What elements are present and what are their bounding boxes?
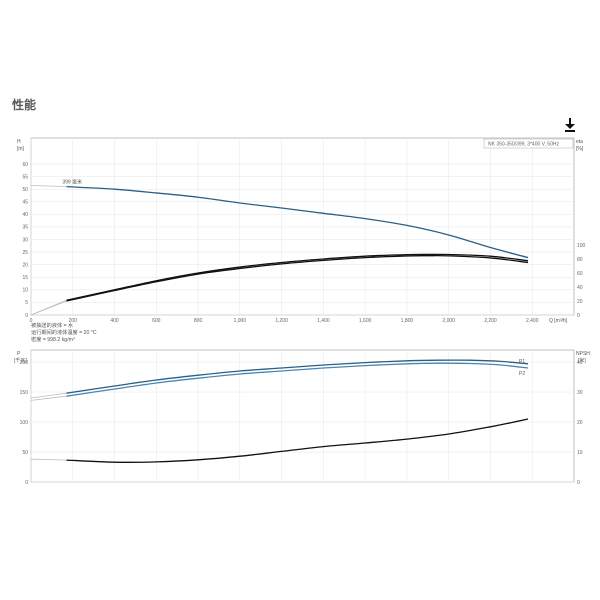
left-tick-label: 15 xyxy=(22,275,28,281)
left-axis-unit: [千瓦] xyxy=(14,357,27,364)
left-tick-label: 20 xyxy=(22,262,28,268)
left-tick-label: 60 xyxy=(22,162,28,168)
series-line-bottom-0 xyxy=(66,359,529,394)
right-tick-label: 80 xyxy=(577,257,583,263)
plot-frame xyxy=(30,349,575,483)
note-0: 被抽送的液体 = 水 xyxy=(31,321,74,329)
performance-chart: 0 200 400 600 800 1,000 1,200 1,400 1,600 1,800 2,… xyxy=(17,137,586,343)
right-axis-label: eta xyxy=(576,139,583,145)
series-lead-line-bottom-2 xyxy=(30,458,67,461)
right-tick-label: 20 xyxy=(577,420,583,426)
x-tick-label: 800 xyxy=(194,318,203,324)
curve-label: 399 毫米 xyxy=(62,179,82,186)
x-tick-label: 2,200 xyxy=(484,318,497,324)
note-1: 运行期间的液体温度 = 20 °C xyxy=(31,328,97,336)
right-tick-label: 60 xyxy=(577,271,583,277)
x-tick-label: 1,800 xyxy=(401,318,414,324)
left-tick-label: 150 xyxy=(20,390,29,396)
note-2: 密度 = 998.2 kg/m³ xyxy=(31,335,75,343)
x-tick-label: 1,200 xyxy=(275,318,288,324)
section-title: 性能 xyxy=(12,98,37,112)
power-npsh-chart: 0 50 100 150 200 0 10 20 30 40 P[千瓦] NPSH[米] P1 P2 xyxy=(14,349,590,486)
x-tick-label: 2,000 xyxy=(442,318,455,324)
right-axis-unit: [米] xyxy=(578,357,586,364)
x-tick-label: 1,400 xyxy=(317,318,330,324)
series-line-bottom-2 xyxy=(66,418,529,463)
x-tick-label: 0 xyxy=(30,318,33,324)
series-lead-line-bottom-1 xyxy=(30,395,67,401)
x-tick-label: 2,400 xyxy=(526,318,539,324)
series-line-top-2 xyxy=(66,254,529,302)
series-line-bottom-1 xyxy=(66,362,529,397)
right-axis-label: NPSH xyxy=(576,351,590,357)
series-lead-line-top-2 xyxy=(30,300,67,316)
series-lead-line-top-0 xyxy=(30,184,67,188)
x-tick-label: 1,600 xyxy=(359,318,372,324)
header-box-text: NK 350-350/399, 3*400 V, 50Hz xyxy=(488,142,559,148)
series-line-top-0 xyxy=(66,186,529,259)
x-axis-unit: Q [m³/h] xyxy=(549,318,568,324)
left-axis-label: H xyxy=(17,139,21,145)
series-label-p2: P2 xyxy=(519,371,525,377)
left-tick-label: 0 xyxy=(25,480,28,486)
series-label-p1: P1 xyxy=(519,359,525,365)
left-tick-label: 5 xyxy=(25,300,28,306)
left-tick-label: 45 xyxy=(22,200,28,206)
right-tick-label: 40 xyxy=(577,285,583,291)
x-tick-label: 200 xyxy=(69,318,78,324)
download-icon[interactable] xyxy=(563,117,577,133)
series-lead-line-bottom-0 xyxy=(30,392,67,399)
left-axis-label: P xyxy=(17,351,21,357)
right-axis-unit: [%] xyxy=(576,146,584,152)
left-tick-label: 50 xyxy=(22,187,28,193)
left-tick-label: 0 xyxy=(25,313,28,319)
left-tick-label: 30 xyxy=(22,237,28,243)
x-tick-label: 400 xyxy=(110,318,119,324)
left-tick-label: 35 xyxy=(22,225,28,231)
left-tick-label: 25 xyxy=(22,250,28,256)
left-tick-label: 200 xyxy=(20,360,29,366)
left-tick-label: 55 xyxy=(22,174,28,180)
right-tick-label: 20 xyxy=(577,299,583,305)
x-tick-label: 1,000 xyxy=(234,318,247,324)
header-box xyxy=(483,138,574,149)
right-tick-label: 10 xyxy=(577,450,583,456)
right-tick-label: 0 xyxy=(577,313,580,319)
right-tick-label: 30 xyxy=(577,390,583,396)
left-tick-label: 10 xyxy=(22,288,28,294)
right-tick-label: 0 xyxy=(577,480,580,486)
plot-frame xyxy=(30,137,575,316)
left-axis-unit: [m] xyxy=(17,146,25,152)
right-tick-label: 40 xyxy=(577,360,583,366)
series-line-top-1 xyxy=(66,253,529,301)
x-tick-label: 600 xyxy=(152,318,161,324)
left-tick-label: 40 xyxy=(22,212,28,218)
left-tick-label: 100 xyxy=(20,420,29,426)
right-tick-label: 100 xyxy=(577,243,586,249)
left-tick-label: 50 xyxy=(22,450,28,456)
